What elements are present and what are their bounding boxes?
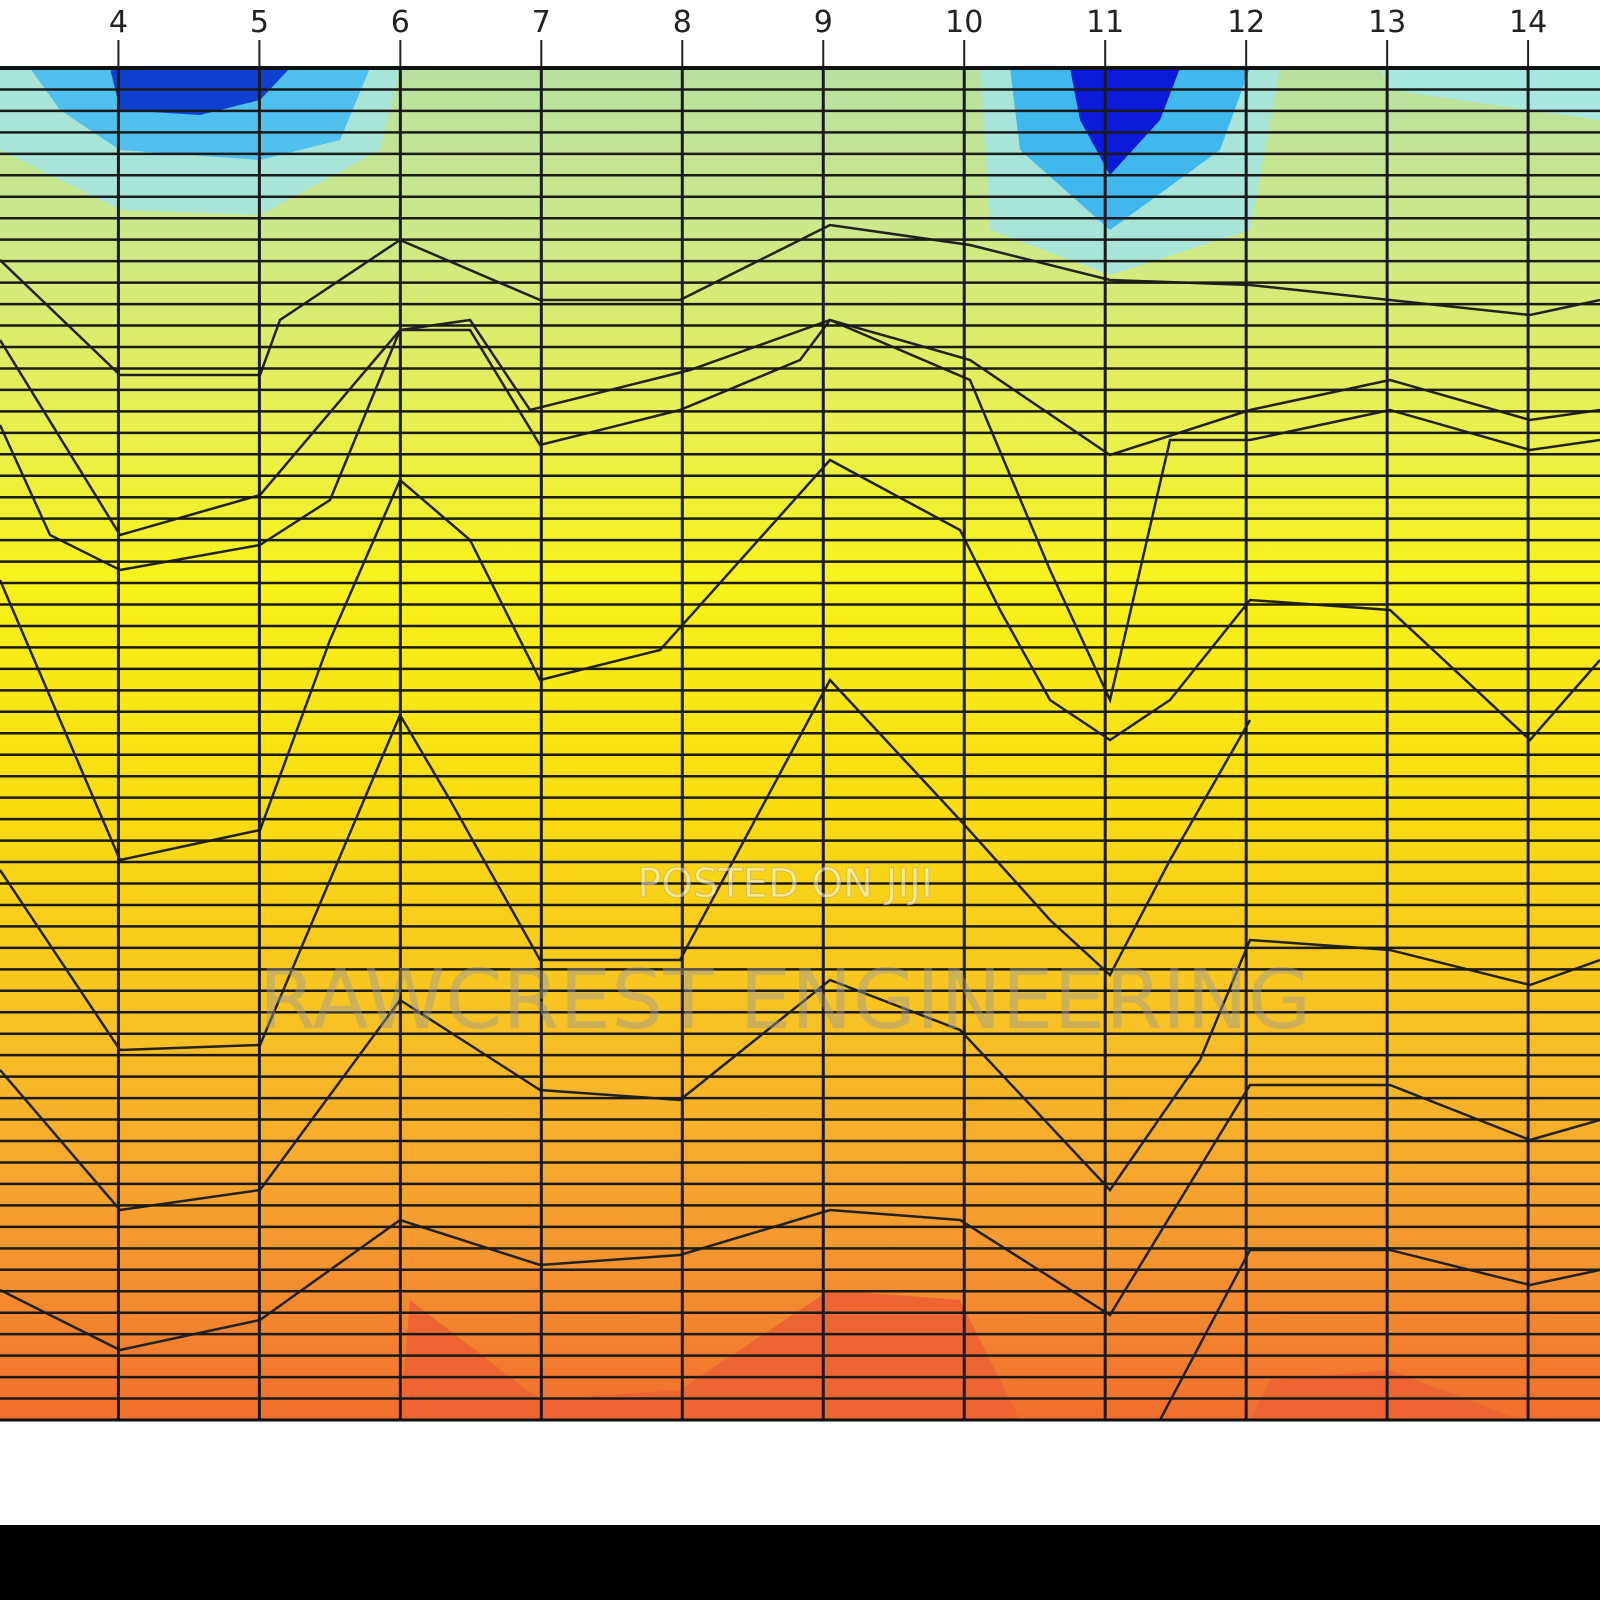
x-tick-label: 6 bbox=[391, 5, 410, 40]
x-tick-label: 12 bbox=[1227, 5, 1265, 40]
x-tick-label: 11 bbox=[1086, 5, 1124, 40]
x-tick-label: 14 bbox=[1509, 5, 1547, 40]
x-tick-label: 4 bbox=[109, 5, 128, 40]
contour-line bbox=[0, 677, 1252, 1052]
horizontal-grid bbox=[0, 66, 1600, 1422]
x-tick-label: 10 bbox=[945, 5, 983, 40]
watermark: POSTED ON JIJI bbox=[637, 861, 933, 907]
contour-line bbox=[0, 223, 1600, 377]
x-tick-label: 5 bbox=[250, 5, 269, 40]
high-zone bbox=[400, 1290, 1020, 1420]
anomalies bbox=[0, 68, 1600, 1420]
x-tick-label: 8 bbox=[673, 5, 692, 40]
low-zone bbox=[110, 68, 290, 115]
x-tick-label: 7 bbox=[532, 5, 551, 40]
plot-background bbox=[0, 68, 1600, 1420]
low-zone bbox=[1070, 68, 1180, 175]
contour-line bbox=[1158, 1248, 1600, 1421]
contour-line bbox=[0, 458, 1600, 862]
x-tick-label: 9 bbox=[814, 5, 833, 40]
bottom-bar bbox=[0, 1525, 1600, 1600]
contour-line bbox=[0, 318, 1600, 537]
watermark: RAWCREST ENGINEERING bbox=[259, 953, 1311, 1048]
low-zone bbox=[1380, 68, 1600, 120]
high-zone bbox=[1250, 1370, 1520, 1420]
x-tick-label: 13 bbox=[1368, 5, 1406, 40]
